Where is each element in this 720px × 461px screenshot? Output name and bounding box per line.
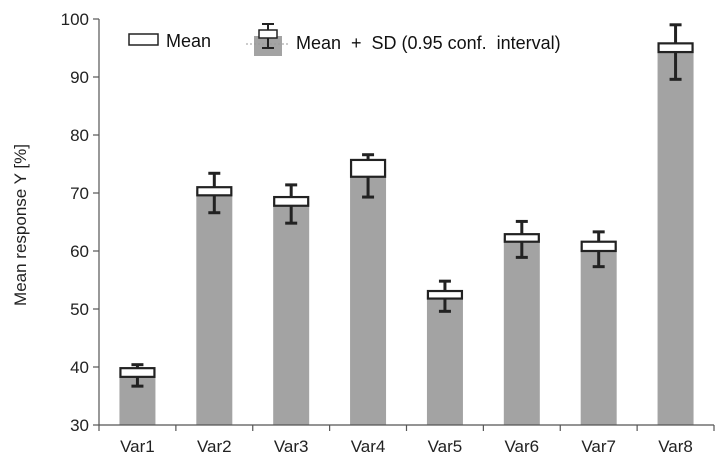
bar-var6 [503, 238, 540, 425]
bars-layer [119, 48, 694, 425]
legend: Mean Mean + SD (0.95 conf. interval) [128, 23, 561, 56]
error-bars-layer [119, 23, 694, 388]
bar-var8 [657, 48, 694, 425]
y-tick-label: 80 [70, 126, 89, 145]
x-tick-label-var2: Var2 [197, 437, 232, 456]
y-tick-labels: 30 40 50 60 70 80 90 100 [61, 10, 89, 435]
x-tick-label-var5: Var5 [428, 437, 463, 456]
mean-box-var3 [273, 195, 310, 207]
y-tick-label: 60 [70, 242, 89, 261]
y-tick-label: 90 [70, 68, 89, 87]
y-tick-label: 40 [70, 358, 89, 377]
y-tick-label: 30 [70, 416, 89, 435]
x-tick-label-var4: Var4 [351, 437, 386, 456]
x-tick-labels: Var1 Var2 Var3 Var4 Var5 Var6 Var7 Var8 [120, 437, 693, 456]
legend-mean-label: Mean [166, 31, 211, 51]
mean-box-var6 [503, 233, 540, 243]
x-tick-label-var8: Var8 [658, 437, 693, 456]
x-tick-label-var7: Var7 [581, 437, 616, 456]
y-tick-label: 70 [70, 184, 89, 203]
bar-var2 [196, 190, 233, 425]
bar-var4 [350, 168, 387, 425]
bar-var3 [273, 201, 310, 425]
y-axis-title: Mean response Y [%] [11, 144, 30, 306]
x-tick-label-var3: Var3 [274, 437, 309, 456]
bar-var5 [426, 294, 463, 425]
legend-sd-swatch [246, 23, 290, 56]
y-tick-label: 50 [70, 300, 89, 319]
mean-box-var2 [196, 186, 233, 197]
x-tick-label-var6: Var6 [504, 437, 539, 456]
mean-box-var1 [119, 367, 156, 378]
bar-var7 [580, 246, 617, 425]
mean-box-var8 [657, 42, 694, 54]
y-tick-label: 100 [61, 10, 89, 29]
mean-box-var5 [426, 289, 464, 300]
axes [93, 18, 715, 431]
mean-box-var4 [349, 158, 387, 178]
legend-sd-label: Mean + SD (0.95 conf. interval) [296, 33, 561, 53]
mean-box-var7 [580, 240, 617, 253]
legend-mean-swatch [128, 33, 159, 46]
x-tick-label-var1: Var1 [120, 437, 155, 456]
